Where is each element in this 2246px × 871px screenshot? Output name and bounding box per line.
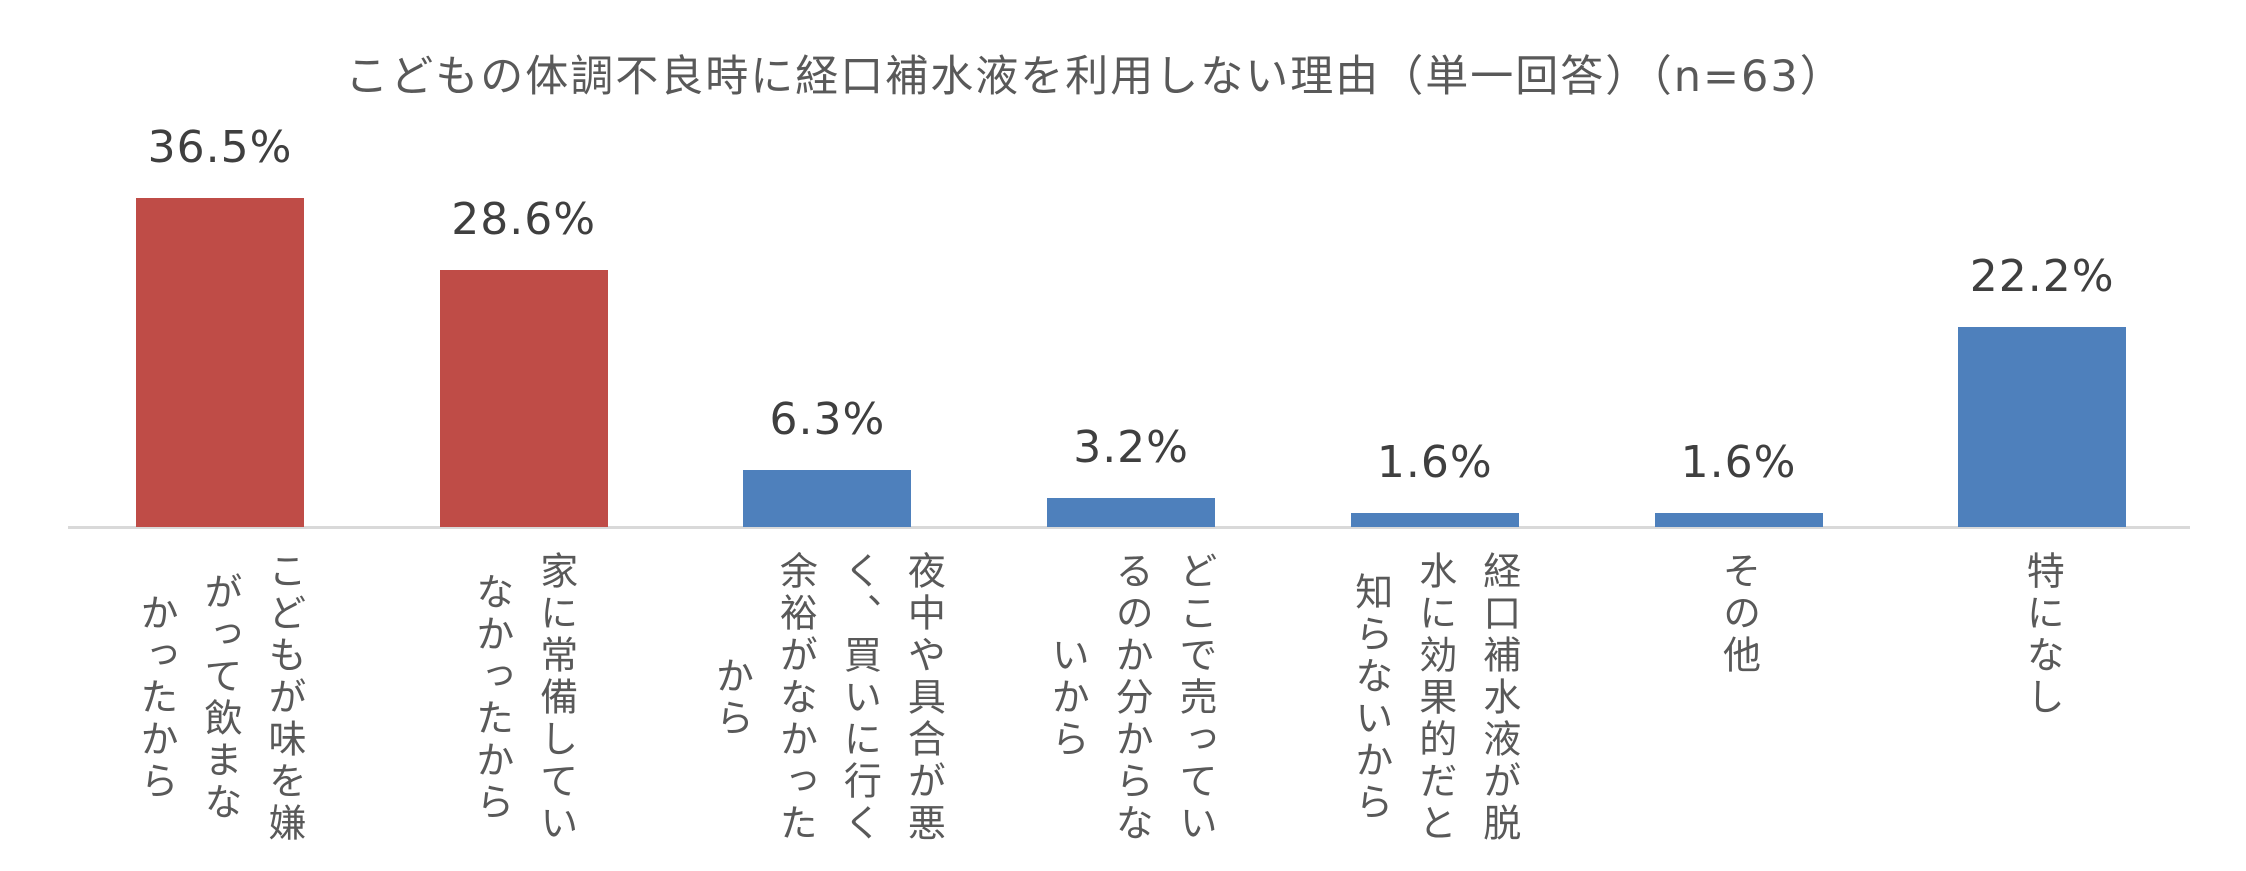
category-label-line: かったから xyxy=(134,593,178,803)
category-label-line: く、買いに行く xyxy=(837,551,882,845)
bar xyxy=(1047,498,1216,527)
chart-title: こどもの体調不良時に経口補水液を利用しない理由（単一回答）（n=63） xyxy=(345,52,1845,102)
category-label-line: 特になし xyxy=(2020,551,2065,719)
category-label-line: いから xyxy=(1045,635,1090,761)
category-label-line: から xyxy=(709,656,754,740)
category-label-line: 夜中や具合が悪 xyxy=(901,551,946,845)
category-label-line: がって飲まな xyxy=(198,572,242,824)
category-label-line: 家に常備してい xyxy=(533,551,578,845)
category-label-line: 知らないから xyxy=(1348,572,1393,824)
bar xyxy=(136,198,304,527)
bar xyxy=(1350,513,1519,527)
category-label: どこで売ってい るのか分からな いから xyxy=(1045,551,1218,845)
bar-value-label: 1.6% xyxy=(1376,437,1493,488)
category-label-line: 水に効果的だと xyxy=(1412,551,1457,845)
category-label-line: 経口補水液が脱 xyxy=(1476,551,1521,845)
bar-value-label: 6.3% xyxy=(769,394,886,445)
category-label: 夜中や具合が悪 く、買いに行く 余裕がなかった から xyxy=(709,551,946,845)
bar xyxy=(743,470,912,527)
category-label-line: 余裕がなかった xyxy=(773,551,818,845)
bar xyxy=(1958,327,2127,527)
bar xyxy=(439,270,608,527)
bar-value-label: 22.2% xyxy=(1969,251,2115,302)
category-label-line: こどもが味を嫌 xyxy=(262,551,306,845)
bar-value-label: 36.5% xyxy=(147,122,293,173)
category-label: 経口補水液が脱 水に効果的だと 知らないから xyxy=(1348,551,1521,845)
category-label: 特になし xyxy=(2020,551,2065,719)
category-label-line: るのか分からな xyxy=(1109,551,1154,845)
category-label-line: なかったから xyxy=(469,572,514,824)
category-label: こどもが味を嫌 がって飲まな かったから xyxy=(134,551,306,845)
category-label-line: どこで売ってい xyxy=(1173,551,1218,845)
bar xyxy=(1654,513,1823,527)
x-axis-line xyxy=(68,526,2190,529)
bar-value-label: 28.6% xyxy=(451,194,597,245)
category-label: その他 xyxy=(1716,551,1761,677)
category-label-line: その他 xyxy=(1716,551,1761,677)
bar-value-label: 3.2% xyxy=(1073,422,1189,473)
category-label: 家に常備してい なかったから xyxy=(469,551,578,845)
bar-value-label: 1.6% xyxy=(1680,437,1797,488)
